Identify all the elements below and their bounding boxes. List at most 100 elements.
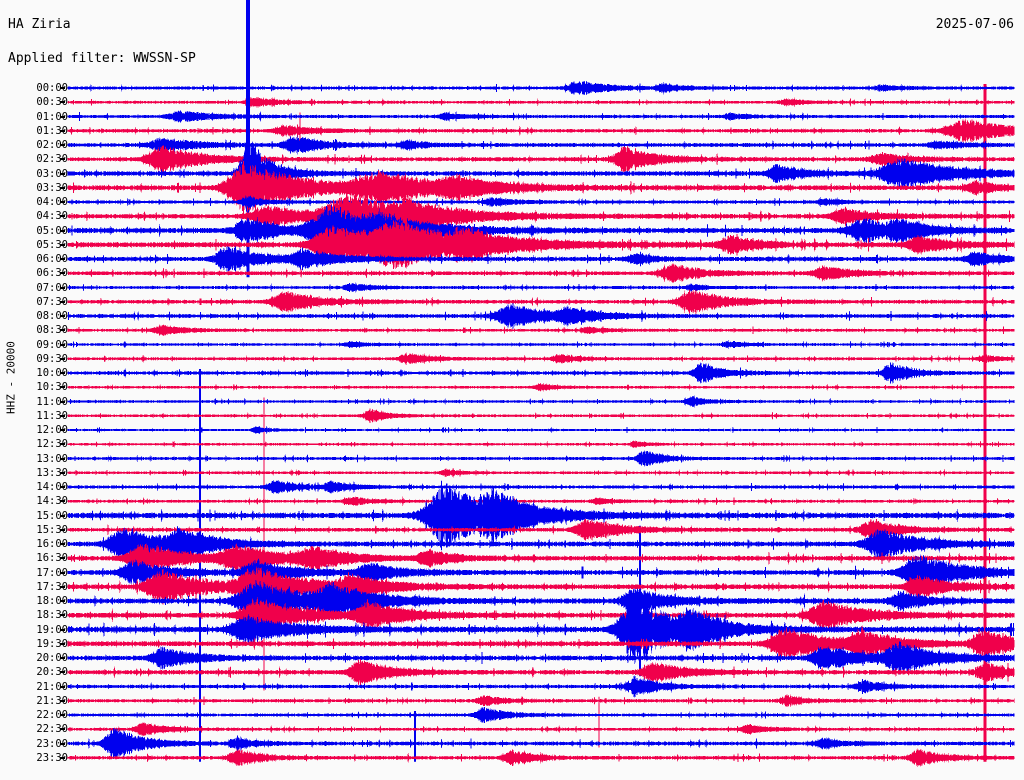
- time-tick-mark: [60, 457, 65, 460]
- seismic-trace: [67, 597, 1015, 634]
- seismic-trace: [67, 289, 1015, 315]
- time-label: 18:30: [36, 609, 68, 622]
- seismic-trace: [67, 525, 1015, 563]
- time-tick-mark: [60, 129, 65, 132]
- seismic-trace: [67, 625, 1015, 662]
- time-tick-mark: [60, 500, 65, 503]
- seismic-trace: [67, 96, 1015, 108]
- seismic-trace: [67, 110, 1015, 123]
- seismic-trace: [67, 323, 1015, 337]
- time-tick-mark: [60, 543, 65, 545]
- seismic-trace: [67, 659, 1015, 686]
- time-tick-mark: [60, 585, 65, 588]
- time-tick-mark: [60, 657, 65, 659]
- seismic-trace: [67, 339, 1015, 350]
- seismic-trace: [67, 554, 1015, 591]
- time-tick-mark: [60, 486, 65, 488]
- long-duration-event: [598, 696, 600, 748]
- time-tick-mark: [60, 315, 65, 317]
- time-label: 15:30: [36, 523, 68, 536]
- time-label: 16:30: [36, 552, 68, 565]
- time-tick-mark: [60, 158, 65, 161]
- time-tick-mark: [60, 528, 65, 531]
- time-label: 09:30: [36, 352, 68, 365]
- time-label: 03:30: [36, 181, 68, 194]
- seismic-trace: [67, 706, 1015, 724]
- time-label: 16:00: [36, 538, 68, 550]
- time-tick-mark: [60, 628, 65, 631]
- time-label: 06:30: [36, 267, 68, 280]
- seismic-trace: [67, 425, 1015, 435]
- time-tick-mark: [60, 101, 65, 104]
- seismic-trace: [67, 195, 1015, 209]
- time-tick-mark: [60, 258, 65, 260]
- time-label: 18:00: [36, 595, 68, 607]
- time-label: 00:30: [36, 96, 68, 109]
- seismic-trace: [67, 263, 1015, 283]
- time-tick-mark: [60, 372, 65, 374]
- clipped-spike: [246, 0, 250, 174]
- seismic-trace: [67, 246, 1015, 272]
- seismic-trace: [67, 303, 1015, 329]
- time-label: 23:00: [36, 737, 68, 750]
- time-label: 03:00: [36, 167, 68, 180]
- seismic-trace: [67, 727, 1015, 760]
- seismic-trace: [67, 135, 1015, 155]
- time-tick-mark: [60, 87, 65, 89]
- time-tick-mark: [60, 414, 65, 417]
- time-label: 23:30: [36, 751, 68, 764]
- time-label: 15:00: [36, 509, 68, 522]
- seismic-trace: [67, 518, 1015, 541]
- time-label: 17:00: [36, 566, 68, 579]
- time-tick-mark: [60, 443, 65, 446]
- time-tick-mark: [60, 272, 65, 275]
- time-tick-mark: [60, 514, 65, 517]
- long-duration-event: [983, 84, 987, 762]
- time-tick-mark: [60, 286, 65, 289]
- time-tick-mark: [60, 714, 65, 716]
- time-tick-mark: [60, 186, 65, 189]
- time-tick-mark: [60, 742, 65, 745]
- seismic-trace: [67, 449, 1015, 468]
- time-label: 21:00: [36, 680, 68, 693]
- time-label: 10:30: [36, 381, 68, 394]
- time-tick-mark: [60, 201, 65, 203]
- seismic-trace: [67, 145, 1015, 174]
- time-tick-mark: [60, 229, 65, 232]
- time-label: 11:30: [36, 409, 68, 422]
- time-label: 04:30: [36, 210, 68, 223]
- time-tick-mark: [60, 115, 65, 118]
- time-label: 09:00: [36, 338, 68, 351]
- time-tick-mark: [60, 571, 65, 574]
- time-label: 17:30: [36, 580, 68, 593]
- time-label: 19:00: [36, 623, 68, 636]
- seismic-trace: [67, 722, 1015, 737]
- time-label: 07:30: [36, 295, 68, 308]
- seismic-trace: [67, 282, 1015, 293]
- time-label: 11:00: [36, 395, 68, 408]
- time-label: 05:00: [36, 224, 68, 237]
- time-label: 02:00: [36, 139, 68, 151]
- time-label: 20:30: [36, 666, 68, 679]
- seismic-trace: [67, 468, 1015, 478]
- time-tick-mark: [60, 600, 65, 602]
- applied-filter-label: Applied filter: WWSSN-SP: [8, 51, 196, 66]
- seismic-trace: [67, 395, 1015, 408]
- time-tick-mark: [60, 400, 65, 403]
- seismic-trace: [67, 640, 1015, 676]
- time-tick-mark: [60, 471, 65, 474]
- time-label: 13:30: [36, 466, 68, 479]
- time-tick-mark: [60, 671, 65, 674]
- seismic-trace: [67, 543, 1015, 574]
- time-tick-mark: [60, 642, 65, 645]
- time-label: 20:00: [36, 652, 68, 664]
- time-label: 05:30: [36, 238, 68, 251]
- seismic-trace: [67, 748, 1015, 767]
- long-duration-event: [199, 369, 201, 762]
- seismic-trace: [67, 479, 1015, 495]
- seismic-trace: [67, 579, 1015, 623]
- time-label: 01:30: [36, 124, 68, 137]
- seismic-trace: [67, 408, 1015, 424]
- seismic-trace: [67, 118, 1015, 143]
